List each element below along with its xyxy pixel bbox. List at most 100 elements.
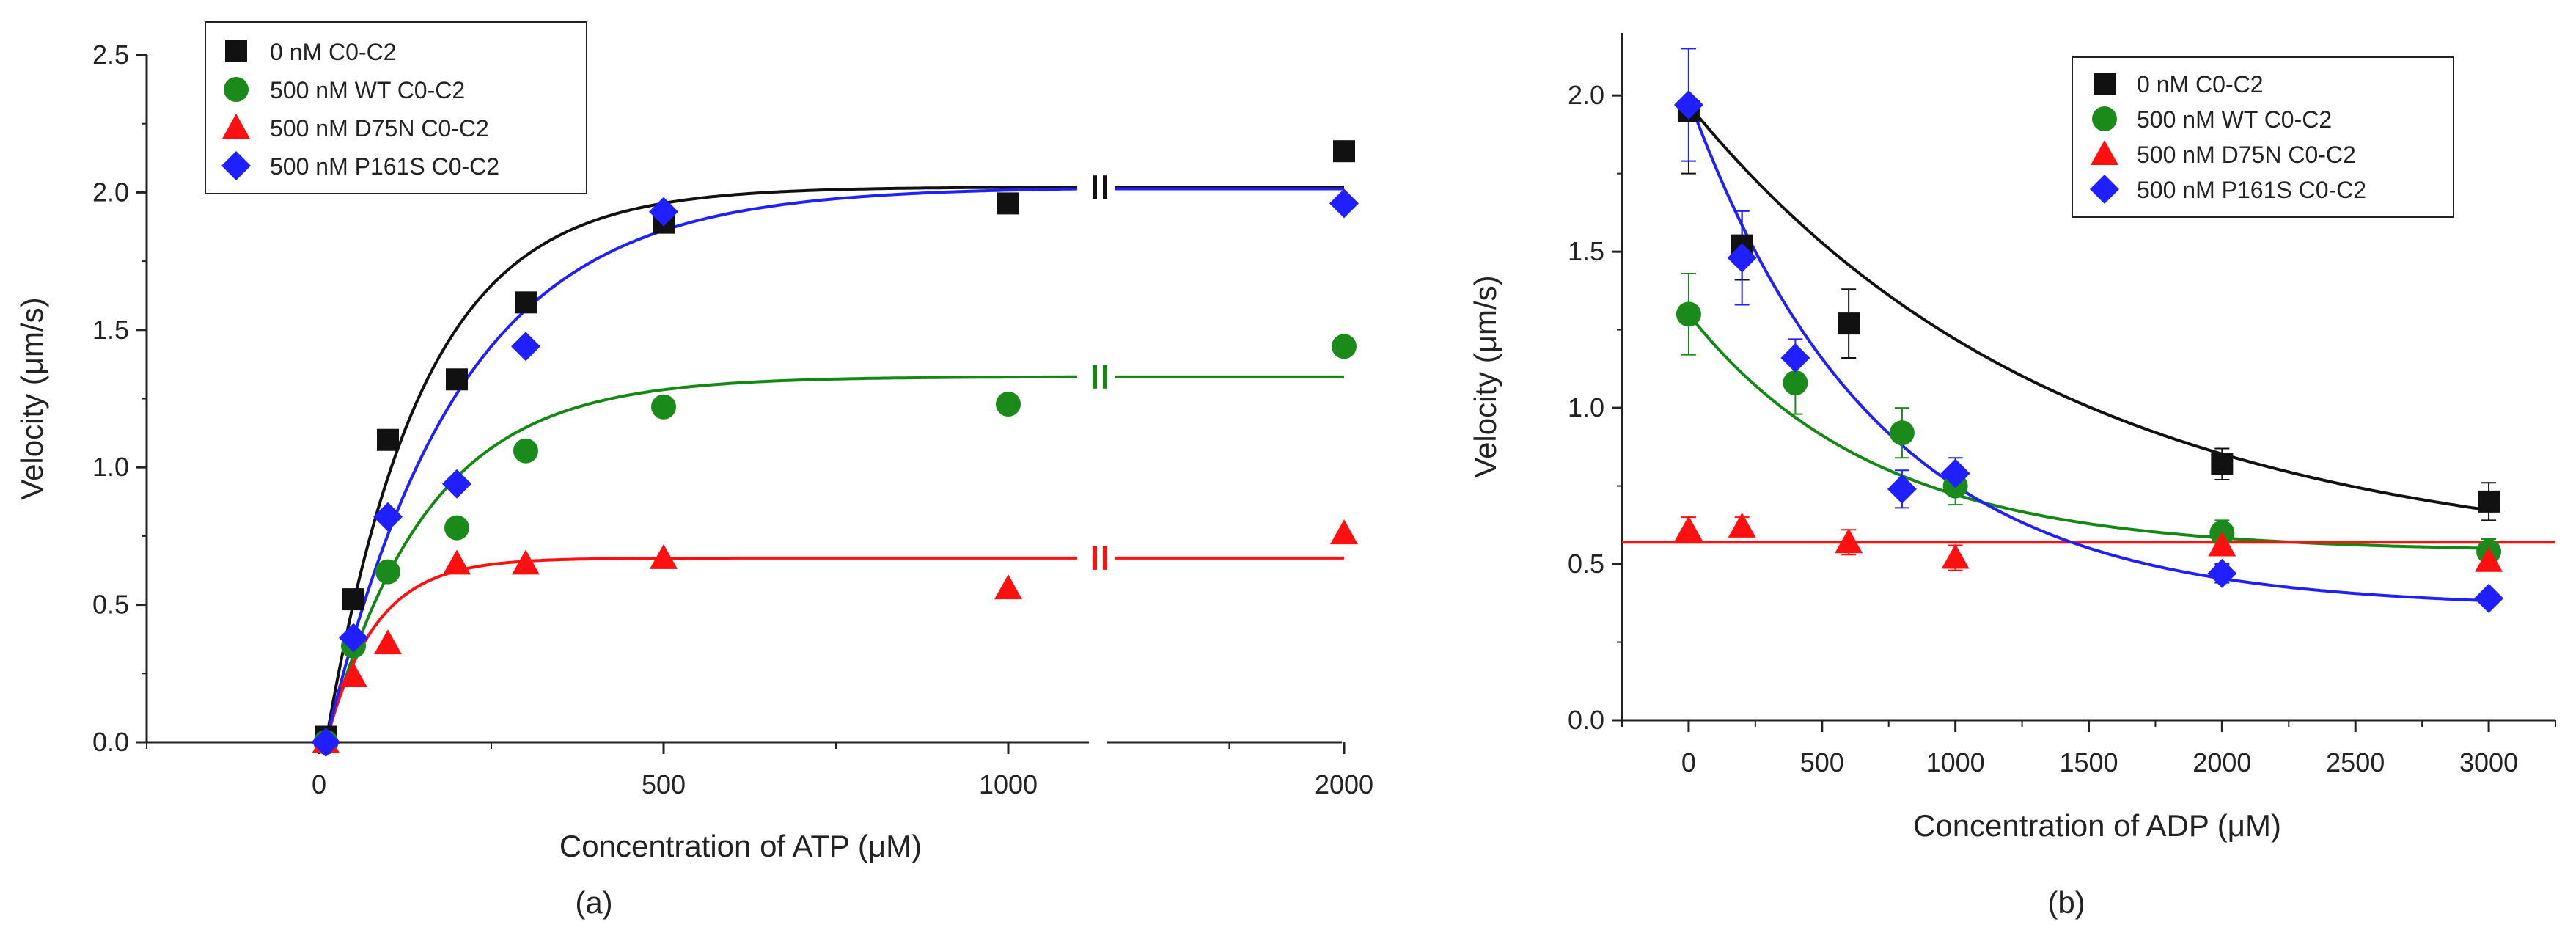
data-point-a-3: [442, 469, 471, 499]
data-point-b-0: [1838, 312, 1860, 335]
data-point-a-3: [1329, 188, 1359, 219]
data-point-a-1: [996, 391, 1021, 417]
x-axis-label-b: Concentration of ADP (μM): [1913, 808, 2281, 843]
data-point-a-0: [342, 588, 364, 611]
data-point-a-2: [443, 549, 471, 575]
y-tick-label-a: 0.0: [92, 727, 129, 757]
data-point-b-3: [1780, 343, 1810, 373]
data-point-a-3: [311, 728, 341, 757]
data-point-b-2: [2208, 531, 2236, 557]
y-tick-label-b: 1.5: [1568, 236, 1604, 266]
legend-b-marker-0: [2094, 73, 2116, 95]
x-tick-label-b: 0: [1681, 747, 1696, 777]
x-tick-label-b: 1000: [1926, 747, 1985, 777]
x-tick-label-b: 3000: [2459, 747, 2518, 777]
legend-a-label-0: 0 nM C0-C2: [270, 39, 397, 65]
legend-a-marker-1: [224, 77, 249, 102]
legend-b-label-0: 0 nM C0-C2: [2137, 71, 2264, 98]
data-point-a-1: [513, 438, 538, 464]
y-tick-label-a: 1.0: [92, 452, 129, 482]
fit-curve-b-3: [1687, 98, 2489, 603]
data-point-a-2: [650, 543, 678, 569]
data-point-a-1: [1332, 334, 1357, 359]
data-point-a-2: [374, 629, 402, 655]
x-tick-label-b: 2000: [2192, 747, 2251, 777]
y-tick-label-b: 1.0: [1568, 392, 1604, 422]
data-point-b-2: [1728, 512, 1756, 538]
data-point-b-0: [2478, 490, 2500, 513]
data-point-b-2: [1941, 543, 1970, 569]
data-point-a-0: [515, 291, 537, 314]
legend-b-marker-3: [2090, 175, 2119, 204]
legend-a-marker-0: [225, 40, 247, 62]
x-tick-label-a: 2000: [1315, 769, 1373, 799]
data-point-a-0: [377, 428, 399, 451]
data-point-a-3: [339, 623, 368, 653]
data-point-a-3: [511, 332, 540, 362]
data-point-b-2: [1674, 516, 1703, 541]
data-point-a-1: [651, 394, 676, 420]
panel-a-label: (a): [575, 885, 612, 920]
x-tick-label-b: 2500: [2326, 747, 2385, 777]
legend-a-marker-2: [222, 114, 250, 139]
data-point-b-3: [2474, 583, 2504, 613]
data-point-b-1: [1783, 370, 1808, 396]
y-tick-label-b: 0.5: [1568, 549, 1604, 579]
y-tick-label-a: 2.5: [92, 40, 129, 70]
legend-b-label-1: 500 nM WT C0-C2: [2137, 106, 2332, 133]
legend-b: [2072, 56, 2454, 218]
legend-b-label-3: 500 nM P161S C0-C2: [2137, 177, 2366, 203]
y-tick-label-a: 2.0: [92, 177, 129, 207]
legend-a-marker-3: [221, 151, 251, 180]
data-point-b-2: [1835, 528, 1863, 554]
legend-a-label-2: 500 nM D75N C0-C2: [270, 115, 489, 142]
data-point-b-3: [1887, 474, 1917, 504]
legend-b-marker-1: [2092, 106, 2117, 131]
data-point-b-3: [1673, 89, 1703, 120]
legend-a-label-3: 500 nM P161S C0-C2: [270, 153, 499, 180]
data-point-a-2: [1330, 519, 1358, 545]
x-tick-label-a: 1000: [979, 769, 1038, 799]
data-point-b-1: [1889, 420, 1915, 446]
data-point-a-2: [512, 549, 540, 575]
legend-b-marker-2: [2091, 140, 2118, 165]
legend-b-label-2: 500 nM D75N C0-C2: [2137, 142, 2356, 168]
fit-curve-b-1: [1687, 313, 2489, 550]
data-point-a-0: [446, 368, 468, 391]
legend-a: [205, 21, 587, 194]
x-tick-label-b: 500: [1800, 747, 1844, 777]
legend-a-label-1: 500 nM WT C0-C2: [270, 77, 465, 103]
data-point-a-2: [994, 574, 1022, 600]
data-point-b-0: [2211, 453, 2234, 475]
y-axis-label-a: Velocity (μm/s): [15, 297, 49, 499]
data-point-b-3: [1727, 243, 1757, 273]
data-point-a-1: [444, 515, 469, 541]
chart-a: 0.0 0.5 1.0 1.5 2.0 2.5 0 500 1000 2000 Concentrat…: [15, 21, 1373, 863]
y-tick-label-a: 1.5: [92, 315, 129, 345]
x-tick-label-a: 500: [642, 769, 686, 799]
x-axis-label-a: Concentration of ATP (μM): [559, 829, 922, 863]
fit-curve-a-2: [324, 556, 1077, 743]
data-point-b-1: [1676, 301, 1701, 327]
fit-curve-a-3: [324, 187, 1078, 743]
x-tick-label-b: 1500: [2059, 747, 2118, 777]
data-point-a-3: [373, 502, 403, 532]
y-tick-label-a: 0.5: [92, 590, 129, 620]
panel-b-label: (b): [2047, 885, 2085, 920]
data-point-b-2: [2475, 546, 2503, 572]
y-tick-label-b: 2.0: [1568, 80, 1604, 110]
x-tick-label-a: 0: [312, 769, 326, 799]
y-tick-label-b: 0.0: [1568, 705, 1604, 735]
y-axis-label-b: Velocity (μm/s): [1468, 275, 1502, 477]
data-point-a-0: [997, 192, 1019, 215]
data-point-a-1: [375, 559, 400, 585]
data-point-b-3: [2207, 558, 2237, 588]
data-point-a-2: [340, 662, 367, 688]
chart-b: 0.0 0.5 1.0 1.5 2.0 0 500 1000 1500 2000 2500 3000 C…: [1468, 33, 2556, 843]
data-point-a-0: [1333, 140, 1355, 163]
fit-curve-b-0: [1687, 103, 2489, 512]
fit-curve-a-0: [324, 186, 1077, 743]
data-point-b-3: [1940, 458, 1970, 488]
data-point-a-3: [649, 197, 678, 227]
